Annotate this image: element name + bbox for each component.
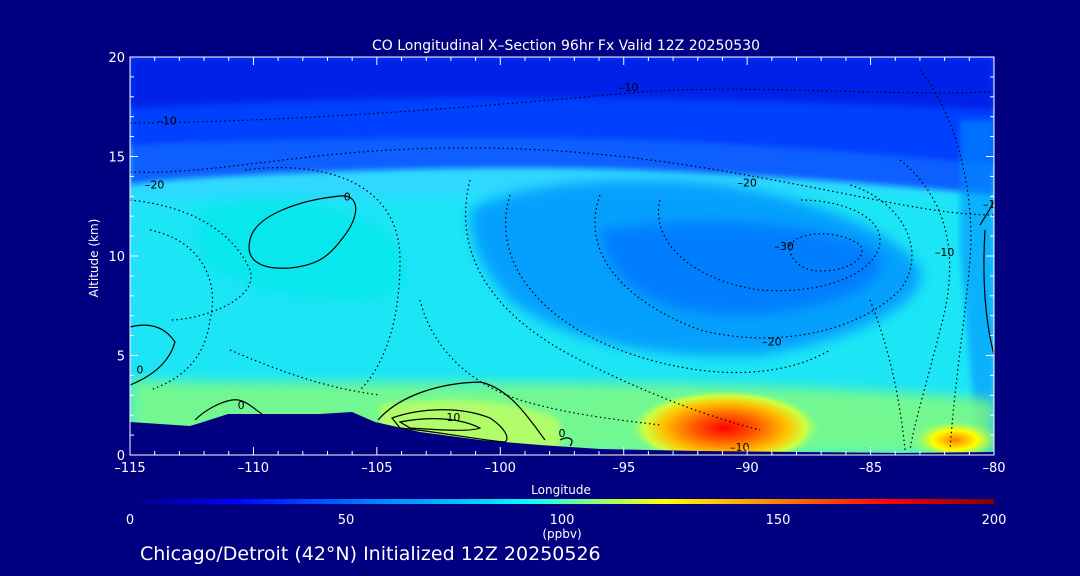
colorbar bbox=[130, 499, 994, 504]
contour-lines bbox=[130, 69, 994, 451]
colorbar-tick-label: 100 bbox=[550, 513, 575, 528]
colorbar-unit-label: (ppbv) bbox=[542, 527, 581, 541]
x-tick-label: –90 bbox=[736, 461, 759, 476]
x-tick-label: –95 bbox=[612, 461, 635, 476]
contour-label: 0 bbox=[344, 190, 351, 203]
contour-label: –20 bbox=[145, 178, 165, 191]
contour-label: 0 bbox=[136, 363, 143, 376]
x-tick-label: –80 bbox=[982, 461, 1005, 476]
x-tick-label: –100 bbox=[485, 461, 516, 476]
colorbar-tick-label: 200 bbox=[982, 513, 1007, 528]
x-tick-label: –115 bbox=[114, 461, 145, 476]
y-axis-label: Altitude (km) bbox=[87, 219, 101, 298]
colorbar-tick-label: 50 bbox=[338, 513, 355, 528]
contour-label: 0 bbox=[238, 399, 245, 412]
contour-label: 10 bbox=[446, 411, 460, 424]
y-tick-label: 0 bbox=[117, 449, 125, 464]
colorbar-tick-label: 0 bbox=[126, 513, 134, 528]
contour-label: –10 bbox=[157, 115, 177, 128]
contour-label: 0 bbox=[559, 427, 566, 440]
contour-label: –10 bbox=[935, 246, 955, 259]
contour-label: –1 bbox=[983, 198, 996, 211]
footer-caption: Chicago/Detroit (42°N) Initialized 12Z 2… bbox=[140, 543, 601, 565]
y-tick-label: 15 bbox=[108, 151, 125, 166]
contour-label: –30 bbox=[774, 240, 794, 253]
contour-label: –10 bbox=[619, 81, 639, 94]
y-tick-label: 10 bbox=[108, 250, 125, 265]
contour-label: –10 bbox=[730, 441, 750, 454]
concentration-field bbox=[130, 57, 994, 455]
contour-label: –20 bbox=[762, 336, 782, 349]
y-tick-label: 20 bbox=[108, 51, 125, 66]
x-tick-label: –110 bbox=[238, 461, 269, 476]
colorbar-tick-label: 150 bbox=[766, 513, 791, 528]
y-tick-label: 5 bbox=[117, 350, 125, 365]
x-axis-label: Longitude bbox=[531, 483, 591, 497]
chart-title: CO Longitudinal X–Section 96hr Fx Valid … bbox=[372, 38, 760, 54]
x-tick-label: –85 bbox=[859, 461, 882, 476]
contour-label: –20 bbox=[737, 176, 757, 189]
x-tick-label: –105 bbox=[361, 461, 392, 476]
